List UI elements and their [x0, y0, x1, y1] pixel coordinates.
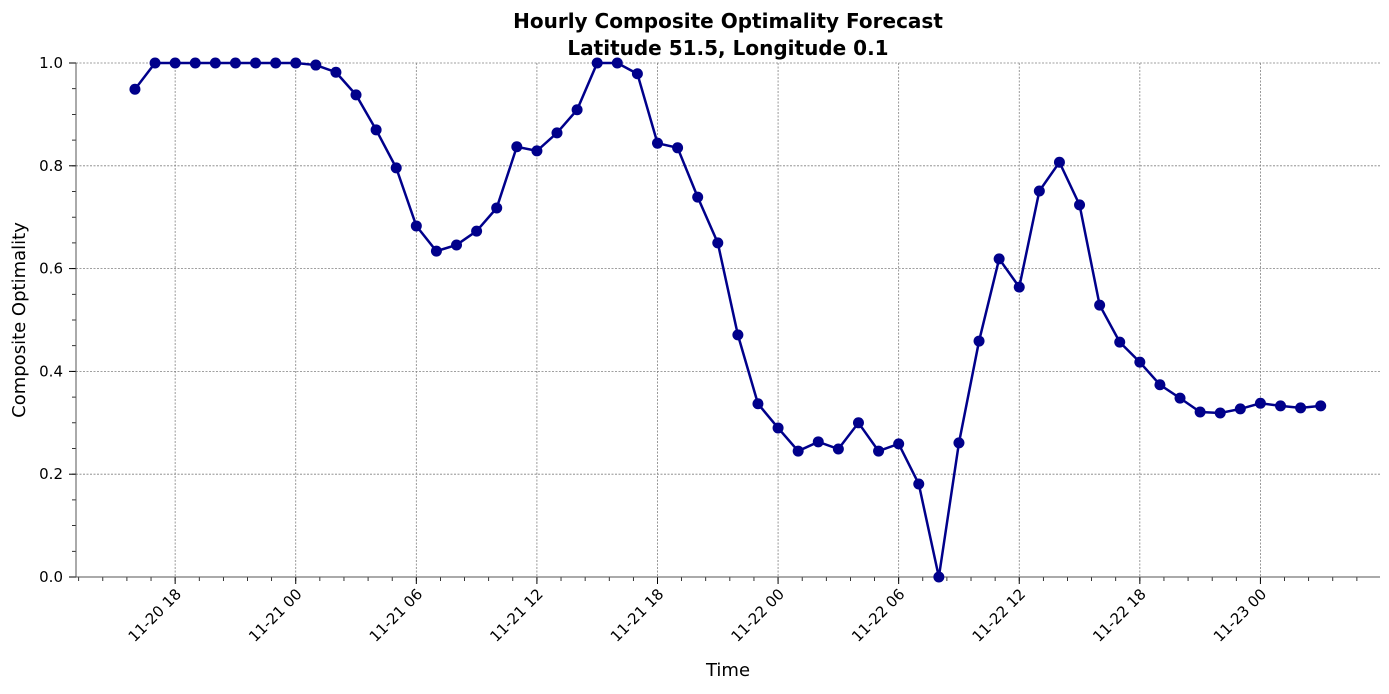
data-point	[471, 225, 483, 237]
chart-title: Hourly Composite Optimality Forecast	[513, 9, 943, 33]
data-point	[953, 437, 965, 449]
data-point	[1114, 336, 1126, 348]
data-point	[1094, 299, 1106, 311]
data-point	[250, 57, 262, 69]
data-point	[1174, 392, 1186, 404]
series-line	[133, 61, 1321, 578]
x-tick-label: 11-22 06	[848, 585, 908, 645]
data-point	[1315, 400, 1327, 412]
data-point	[852, 417, 864, 429]
data-point	[149, 57, 161, 69]
data-point	[712, 237, 724, 249]
data-point	[129, 83, 141, 95]
data-point	[209, 57, 221, 69]
data-point	[571, 104, 583, 116]
data-point	[772, 422, 784, 434]
x-tick-label: 11-21 00	[245, 585, 305, 645]
data-point	[410, 220, 422, 232]
data-point	[732, 329, 744, 341]
y-tick-label: 0.8	[39, 157, 63, 175]
y-axis-label: Composite Optimality	[9, 222, 30, 418]
y-tick-label: 1.0	[39, 54, 63, 72]
x-tick-label: 11-22 00	[727, 585, 787, 645]
data-point	[792, 445, 804, 457]
data-point	[973, 335, 985, 347]
data-point	[933, 571, 945, 583]
data-point	[290, 57, 302, 69]
data-point	[812, 436, 824, 448]
data-point	[1234, 403, 1246, 415]
data-point	[330, 66, 342, 78]
x-tick-label: 11-21 18	[607, 585, 667, 645]
data-point	[390, 162, 402, 174]
data-point	[310, 59, 322, 71]
data-point	[1194, 406, 1206, 418]
data-point	[692, 191, 704, 203]
data-point	[651, 137, 663, 149]
data-point	[229, 57, 241, 69]
data-point	[993, 253, 1005, 265]
x-tick-label: 11-22 18	[1089, 585, 1149, 645]
data-point	[611, 57, 623, 69]
data-point	[752, 398, 764, 410]
chart-subtitle: Latitude 51.5, Longitude 0.1	[567, 36, 888, 60]
data-point	[591, 57, 603, 69]
x-tick-label: 11-21 12	[486, 585, 546, 645]
data-point	[551, 127, 563, 139]
data-point	[1033, 185, 1045, 197]
data-point	[270, 57, 282, 69]
data-point	[1214, 407, 1226, 419]
data-point	[1254, 397, 1266, 409]
y-tick-label: 0.2	[39, 465, 63, 483]
x-tick-label: 11-23 00	[1210, 585, 1270, 645]
data-point	[913, 478, 925, 490]
data-point	[169, 57, 181, 69]
x-tick-label: 11-20 18	[125, 585, 185, 645]
data-point	[873, 445, 885, 457]
x-tick-label: 11-22 12	[969, 585, 1029, 645]
data-point	[672, 142, 684, 154]
data-point	[893, 438, 905, 450]
data-point	[1275, 400, 1287, 412]
data-point	[189, 57, 201, 69]
x-axis-label: Time	[705, 660, 750, 681]
data-point	[1134, 356, 1146, 368]
data-point	[832, 443, 844, 455]
data-point	[350, 89, 362, 101]
data-point	[430, 245, 442, 257]
data-point	[451, 239, 463, 251]
data-point	[511, 141, 523, 153]
data-point	[1053, 156, 1065, 168]
y-tick-label: 0.6	[39, 260, 63, 278]
y-tick-label: 0.4	[39, 362, 63, 380]
x-tick-label: 11-21 06	[366, 585, 426, 645]
data-point	[531, 145, 543, 157]
data-point	[1074, 199, 1086, 211]
data-point	[370, 124, 382, 136]
data-point	[1295, 402, 1307, 414]
data-point	[631, 68, 643, 80]
y-tick-label: 0.0	[39, 568, 63, 586]
data-point	[1013, 281, 1025, 293]
data-point	[491, 202, 503, 214]
data-point	[1154, 379, 1166, 391]
